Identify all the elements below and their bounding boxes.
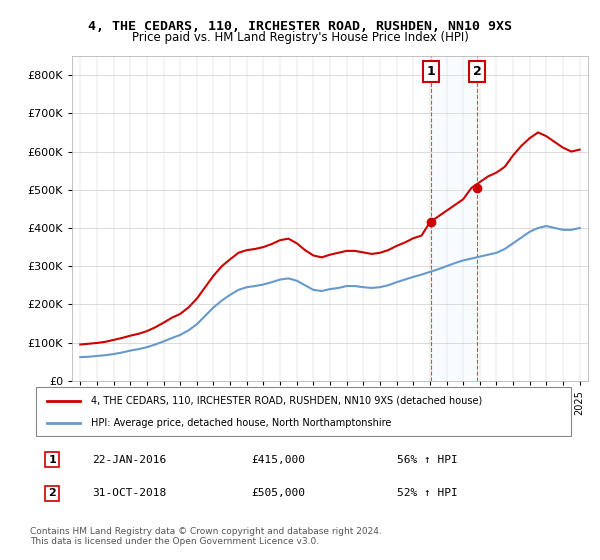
Text: 4, THE CEDARS, 110, IRCHESTER ROAD, RUSHDEN, NN10 9XS: 4, THE CEDARS, 110, IRCHESTER ROAD, RUSH…	[88, 20, 512, 32]
Text: 52% ↑ HPI: 52% ↑ HPI	[397, 488, 458, 498]
Text: 56% ↑ HPI: 56% ↑ HPI	[397, 455, 458, 465]
Text: Price paid vs. HM Land Registry's House Price Index (HPI): Price paid vs. HM Land Registry's House …	[131, 31, 469, 44]
Text: 22-JAN-2016: 22-JAN-2016	[92, 455, 166, 465]
FancyBboxPatch shape	[35, 388, 571, 436]
Text: £415,000: £415,000	[251, 455, 305, 465]
Text: 4, THE CEDARS, 110, IRCHESTER ROAD, RUSHDEN, NN10 9XS (detached house): 4, THE CEDARS, 110, IRCHESTER ROAD, RUSH…	[91, 395, 482, 405]
Text: 1: 1	[48, 455, 56, 465]
Text: HPI: Average price, detached house, North Northamptonshire: HPI: Average price, detached house, Nort…	[91, 418, 391, 428]
Text: 31-OCT-2018: 31-OCT-2018	[92, 488, 166, 498]
Text: 2: 2	[473, 65, 481, 78]
Text: 1: 1	[427, 65, 435, 78]
Text: £505,000: £505,000	[251, 488, 305, 498]
Text: Contains HM Land Registry data © Crown copyright and database right 2024.
This d: Contains HM Land Registry data © Crown c…	[30, 526, 382, 546]
Text: 2: 2	[48, 488, 56, 498]
Bar	[431, 56, 477, 381]
